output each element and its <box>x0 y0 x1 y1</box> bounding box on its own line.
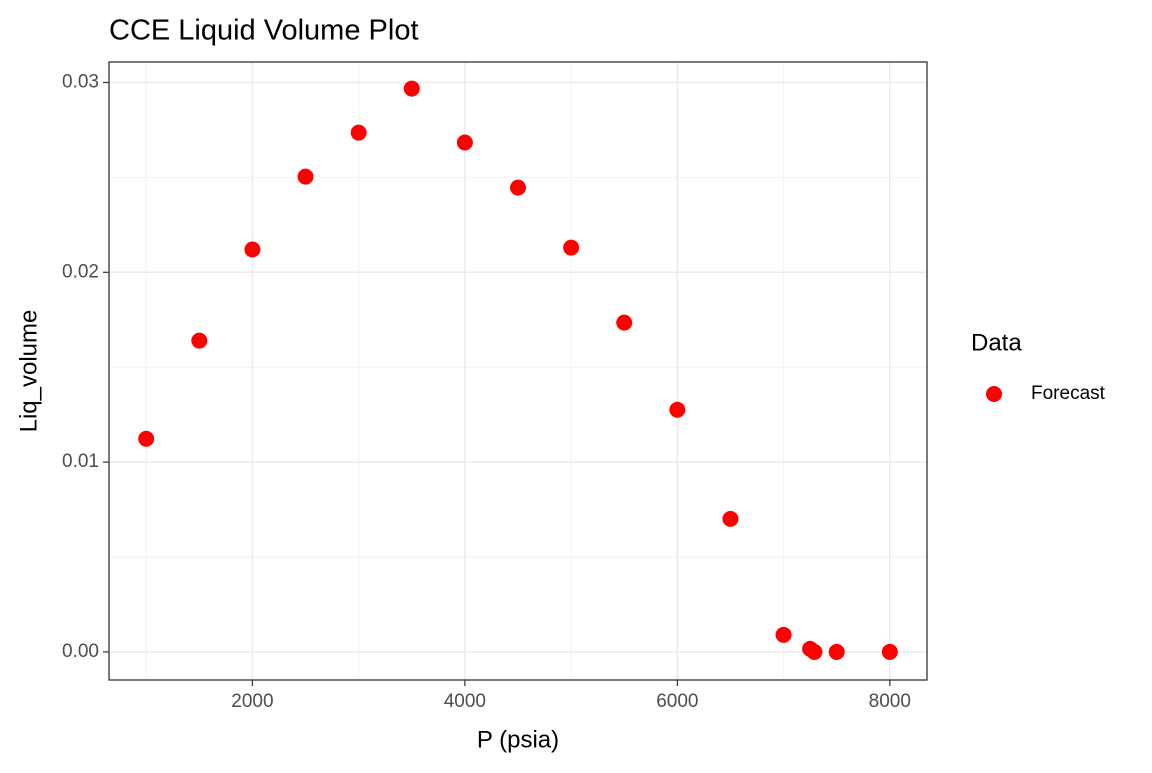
plot-border <box>108 61 928 681</box>
point <box>510 179 526 196</box>
point <box>191 332 208 349</box>
point <box>881 643 898 660</box>
point <box>722 510 739 527</box>
point <box>616 314 633 331</box>
point <box>563 239 580 256</box>
x-tick-label: 2000 <box>231 691 273 712</box>
y-tick-label: 0.01 <box>62 451 99 472</box>
point <box>456 134 473 151</box>
x-tick-label: 4000 <box>444 691 486 712</box>
point <box>669 401 686 418</box>
y-axis-label: Liq_volume <box>15 310 42 433</box>
legend-marker <box>986 386 1002 402</box>
x-tick-label: 8000 <box>869 691 911 712</box>
point <box>775 626 792 643</box>
point <box>244 241 261 258</box>
y-tick-label: 0.02 <box>62 261 99 282</box>
chart-title: CCE Liquid Volume Plot <box>109 15 419 47</box>
point <box>138 430 155 447</box>
point <box>297 168 314 185</box>
legend-title: Data <box>971 329 1022 356</box>
point <box>828 643 845 660</box>
y-tick-label: 0.03 <box>62 72 99 93</box>
point <box>403 80 420 97</box>
point <box>350 124 367 141</box>
point <box>806 643 823 660</box>
y-tick-label: 0.00 <box>62 641 99 662</box>
x-axis-label: P (psia) <box>477 726 559 753</box>
x-tick-label: 6000 <box>656 691 698 712</box>
legend-label: Forecast <box>1031 383 1106 404</box>
